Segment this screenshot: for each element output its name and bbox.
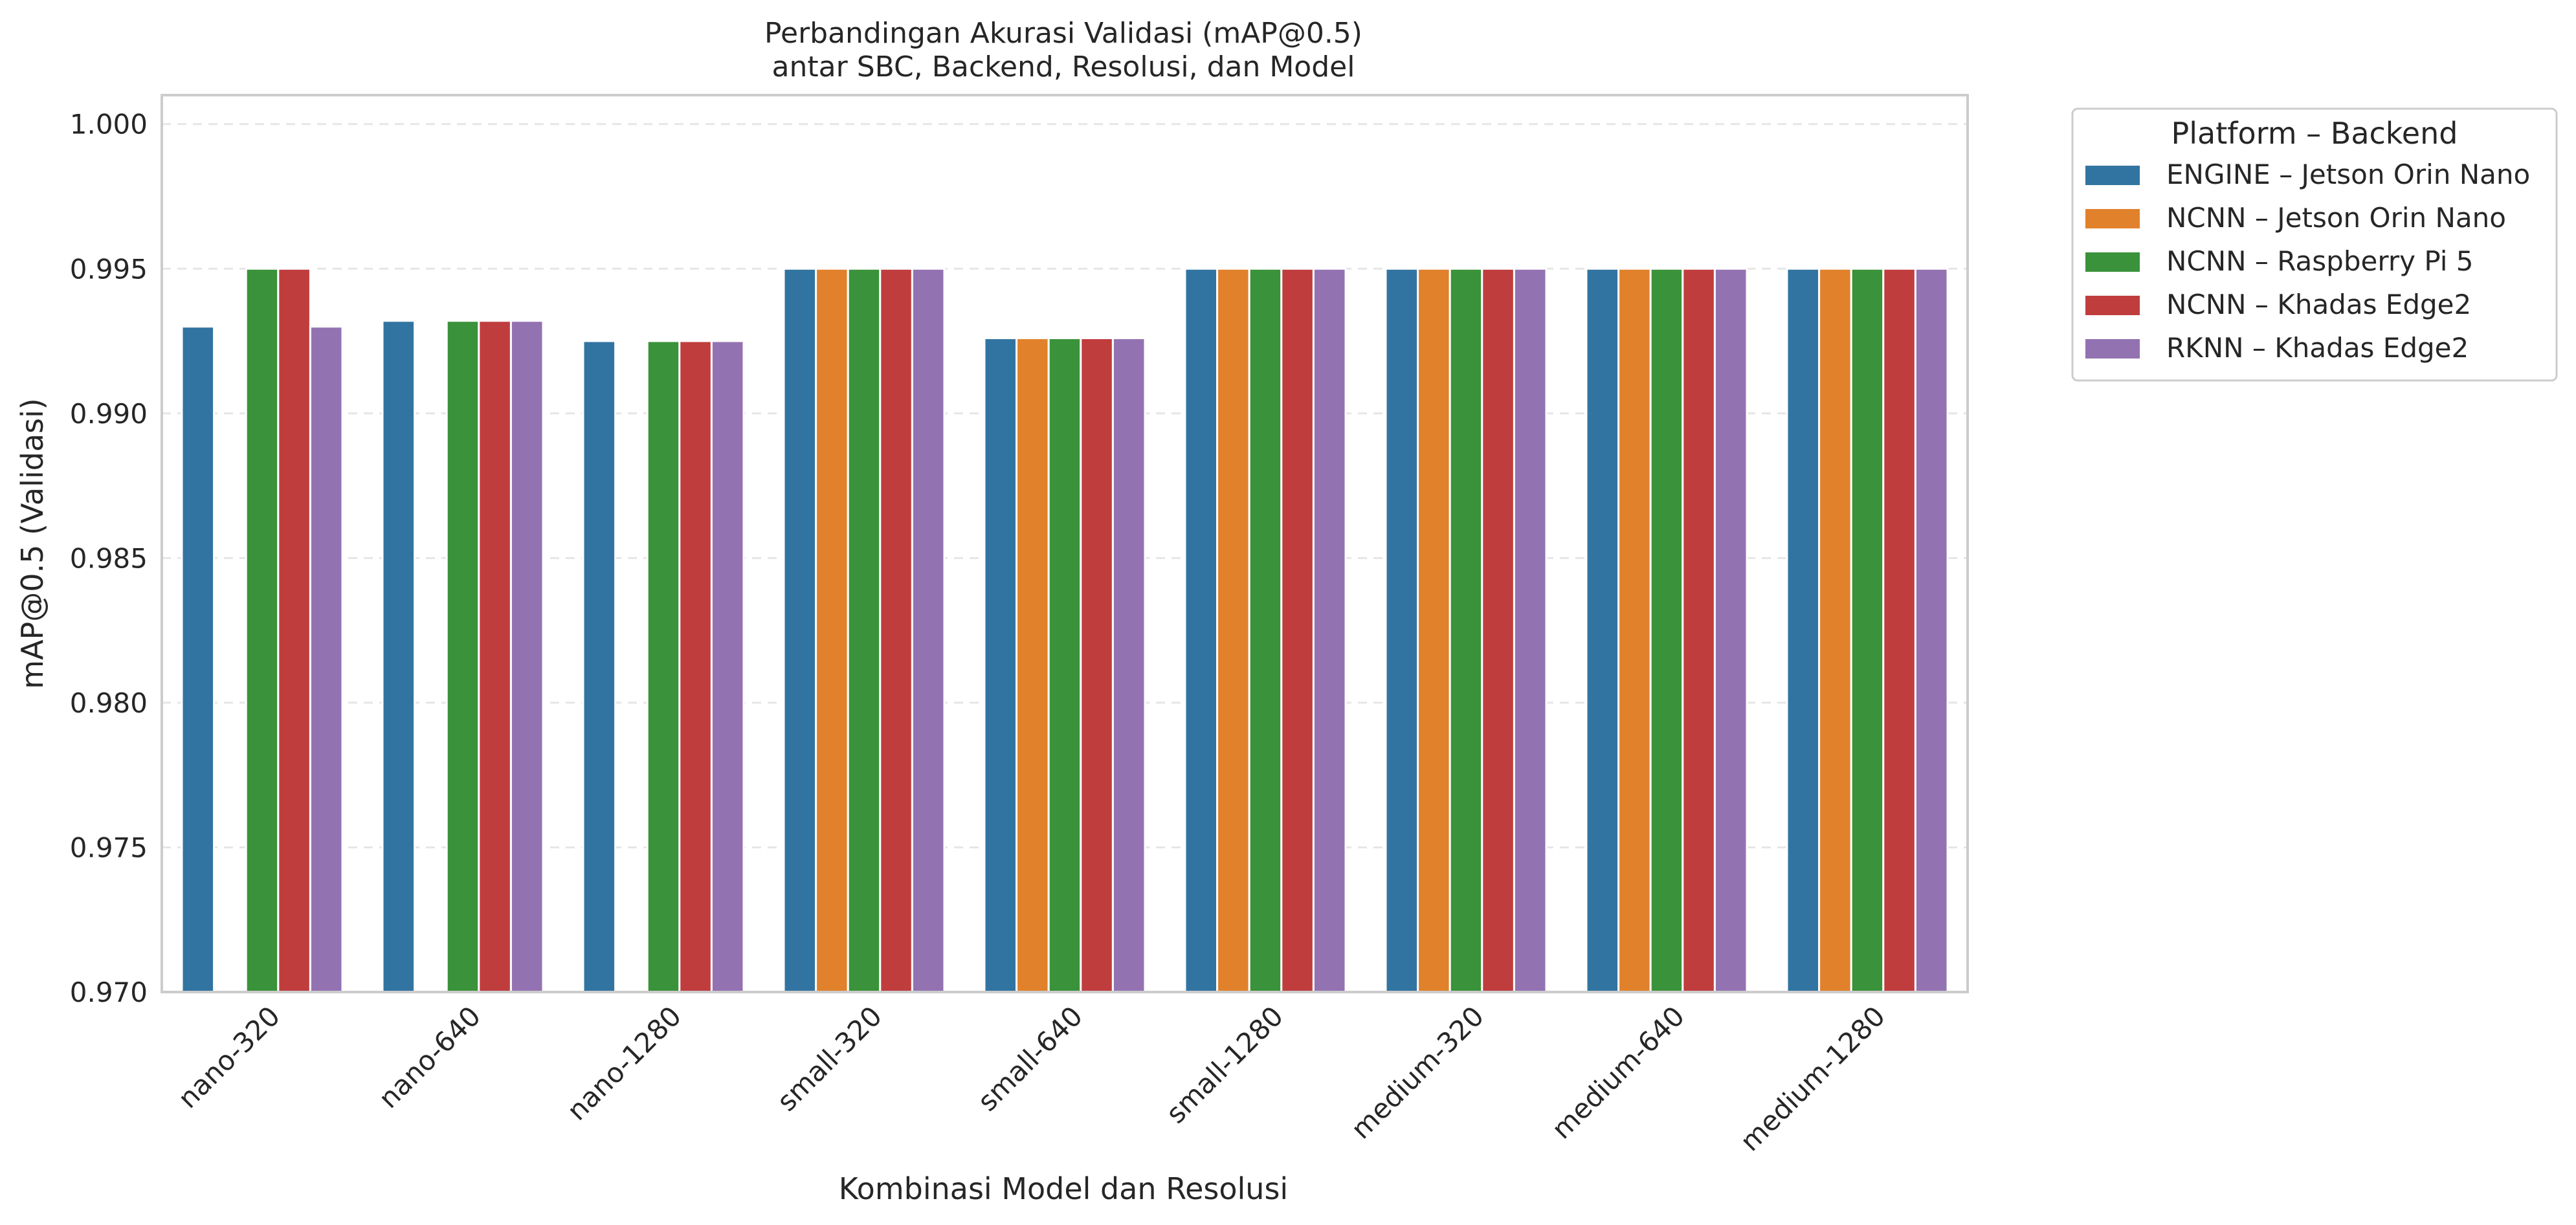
plot-area-frame [161,94,1969,993]
bar [445,320,480,993]
legend-items: ENGINE – Jetson Orin Nano NCNN – Jetson O… [2085,159,2530,364]
legend-label: ENGINE – Jetson Orin Nano [2166,159,2530,190]
x-tick-label: small-640 [972,1000,1089,1117]
legend-swatch [2085,166,2140,185]
bar [646,340,681,993]
bar [582,340,617,993]
y-tick-label: 0.970 [70,977,148,1008]
bar [1184,267,1219,993]
bar [277,267,311,993]
legend-swatch [2085,209,2140,228]
legend-title: Platform – Backend [2171,116,2458,151]
bar [1280,267,1315,993]
bar [783,267,817,993]
legend-label: NCNN – Jetson Orin Nano [2166,202,2506,234]
bar [1047,337,1082,993]
bar [879,267,913,993]
bar [1914,267,1949,993]
y-tick-label: 1.000 [70,109,148,140]
chart-title-line-2: antar SBC, Backend, Resolusi, dan Model [772,50,1355,83]
x-tick-label: nano-1280 [561,1000,688,1127]
bar [1248,267,1283,993]
bar [1513,267,1548,993]
bar [983,337,1018,993]
bar [1617,267,1652,993]
bar [1882,267,1916,993]
bar [1384,267,1419,993]
chart-title-line-1: Perbandingan Akurasi Validasi (mAP@0.5) [764,17,1362,50]
y-tick-label: 0.985 [70,542,148,574]
bar [1682,267,1716,993]
x-tick-label: nano-320 [172,1000,286,1114]
bar [1111,337,1146,993]
legend-frame [2071,107,2558,382]
y-axis-ticks: 0.970 0.975 0.980 0.985 0.990 0.995 1.000 [70,109,148,1008]
bar [1713,267,1748,993]
bar [1585,267,1620,993]
legend-label: NCNN – Raspberry Pi 5 [2166,245,2473,277]
bar [1312,267,1347,993]
x-axis-label: Kombinasi Model dan Resolusi [839,1171,1288,1206]
bar [181,326,216,993]
bar [1481,267,1515,993]
x-tick-label: nano-640 [372,1000,487,1114]
bar [1818,267,1852,993]
bar [911,267,946,993]
bar [710,340,745,993]
bar [1786,267,1821,993]
x-axis-ticks: nano-320 nano-640 nano-1280 small-320 small-… [172,1000,1891,1157]
legend-label: NCNN – Khadas Edge2 [2166,289,2471,320]
x-tick-label: medium-640 [1546,1000,1691,1145]
bar [678,340,713,993]
bar [1850,267,1885,993]
chart-title: Perbandingan Akurasi Validasi (mAP@0.5) … [764,17,1362,83]
y-tick-label: 0.990 [70,398,148,430]
bar [1449,267,1483,993]
y-tick-label: 0.995 [70,253,148,285]
bar [847,267,882,993]
bar [1649,267,1684,993]
legend-swatch [2085,339,2140,359]
bar [1417,267,1451,993]
bar [1016,337,1050,993]
y-tick-label: 0.975 [70,832,148,863]
bar [1080,337,1114,993]
x-tick-label: medium-320 [1345,1000,1490,1145]
bar [815,267,849,993]
y-axis-label: mAP@0.5 (Validasi) [15,398,50,689]
legend: Platform – Backend ENGINE – Jetson Orin … [2071,107,2558,382]
x-tick-label: small-320 [771,1000,888,1117]
bar [509,320,544,993]
bar [245,267,280,993]
bar [1216,267,1250,993]
y-tick-label: 0.980 [70,687,148,719]
bars [181,267,1949,993]
x-tick-label: small-1280 [1160,1000,1289,1129]
legend-swatch [2085,252,2140,272]
bar [309,326,344,993]
legend-label: RKNN – Khadas Edge2 [2166,332,2469,364]
bar [478,320,512,993]
x-tick-label: medium-1280 [1734,1000,1891,1157]
legend-swatch [2085,296,2140,315]
bar [381,320,416,993]
